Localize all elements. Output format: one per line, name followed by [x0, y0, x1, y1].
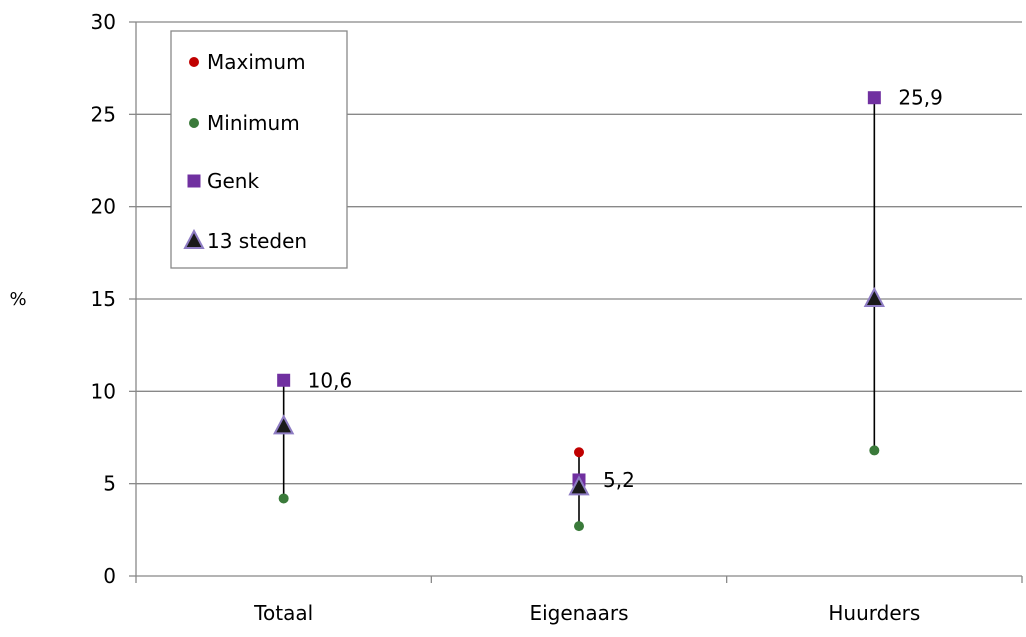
- y-tick-label: 5: [103, 472, 116, 496]
- point-maximum: [574, 447, 584, 458]
- x-category-label: Eigenaars: [529, 601, 628, 625]
- point-genk: [277, 373, 291, 387]
- legend-marker: [187, 174, 201, 188]
- markers: [273, 91, 885, 532]
- y-tick-label: 30: [91, 10, 116, 34]
- legend-marker: [189, 57, 199, 67]
- x-category-label: Totaal: [253, 601, 313, 625]
- y-tick-label: 20: [91, 195, 116, 219]
- point-minimum: [278, 493, 289, 504]
- data-label-genk: 10,6: [308, 368, 353, 392]
- point-13-steden: [568, 475, 590, 496]
- data-label-genk: 5,2: [603, 468, 635, 492]
- legend-marker: [189, 118, 199, 128]
- legend-label: Genk: [207, 169, 259, 193]
- legend-label: Maximum: [207, 50, 306, 74]
- point-13-steden: [863, 286, 885, 307]
- point-minimum: [869, 445, 880, 456]
- x-category-label: Huurders: [828, 601, 920, 625]
- legend-label: Minimum: [207, 111, 300, 135]
- y-tick-label: 10: [91, 379, 116, 403]
- labels: 10,6 5,2 25,9: [308, 86, 943, 492]
- point-13-steden: [273, 414, 295, 435]
- point-genk: [867, 91, 881, 105]
- legend-marker: [183, 228, 205, 249]
- legend-box: [170, 30, 348, 269]
- range-lines: [282, 97, 876, 527]
- y-tick-label: 15: [91, 287, 116, 311]
- y-tick-label: 0: [103, 564, 116, 588]
- legend: Maximum Minimum Genk 13 steden: [170, 30, 348, 269]
- data-label-genk: 25,9: [898, 86, 943, 110]
- y-tick-label: 25: [91, 102, 116, 126]
- y-axis-label: %: [9, 289, 26, 310]
- point-minimum: [574, 521, 584, 532]
- axes: 0 5 10 15 20 25 30% Totaal Eigenaars Huurders: [9, 10, 1023, 625]
- legend-label: 13 steden: [207, 229, 307, 253]
